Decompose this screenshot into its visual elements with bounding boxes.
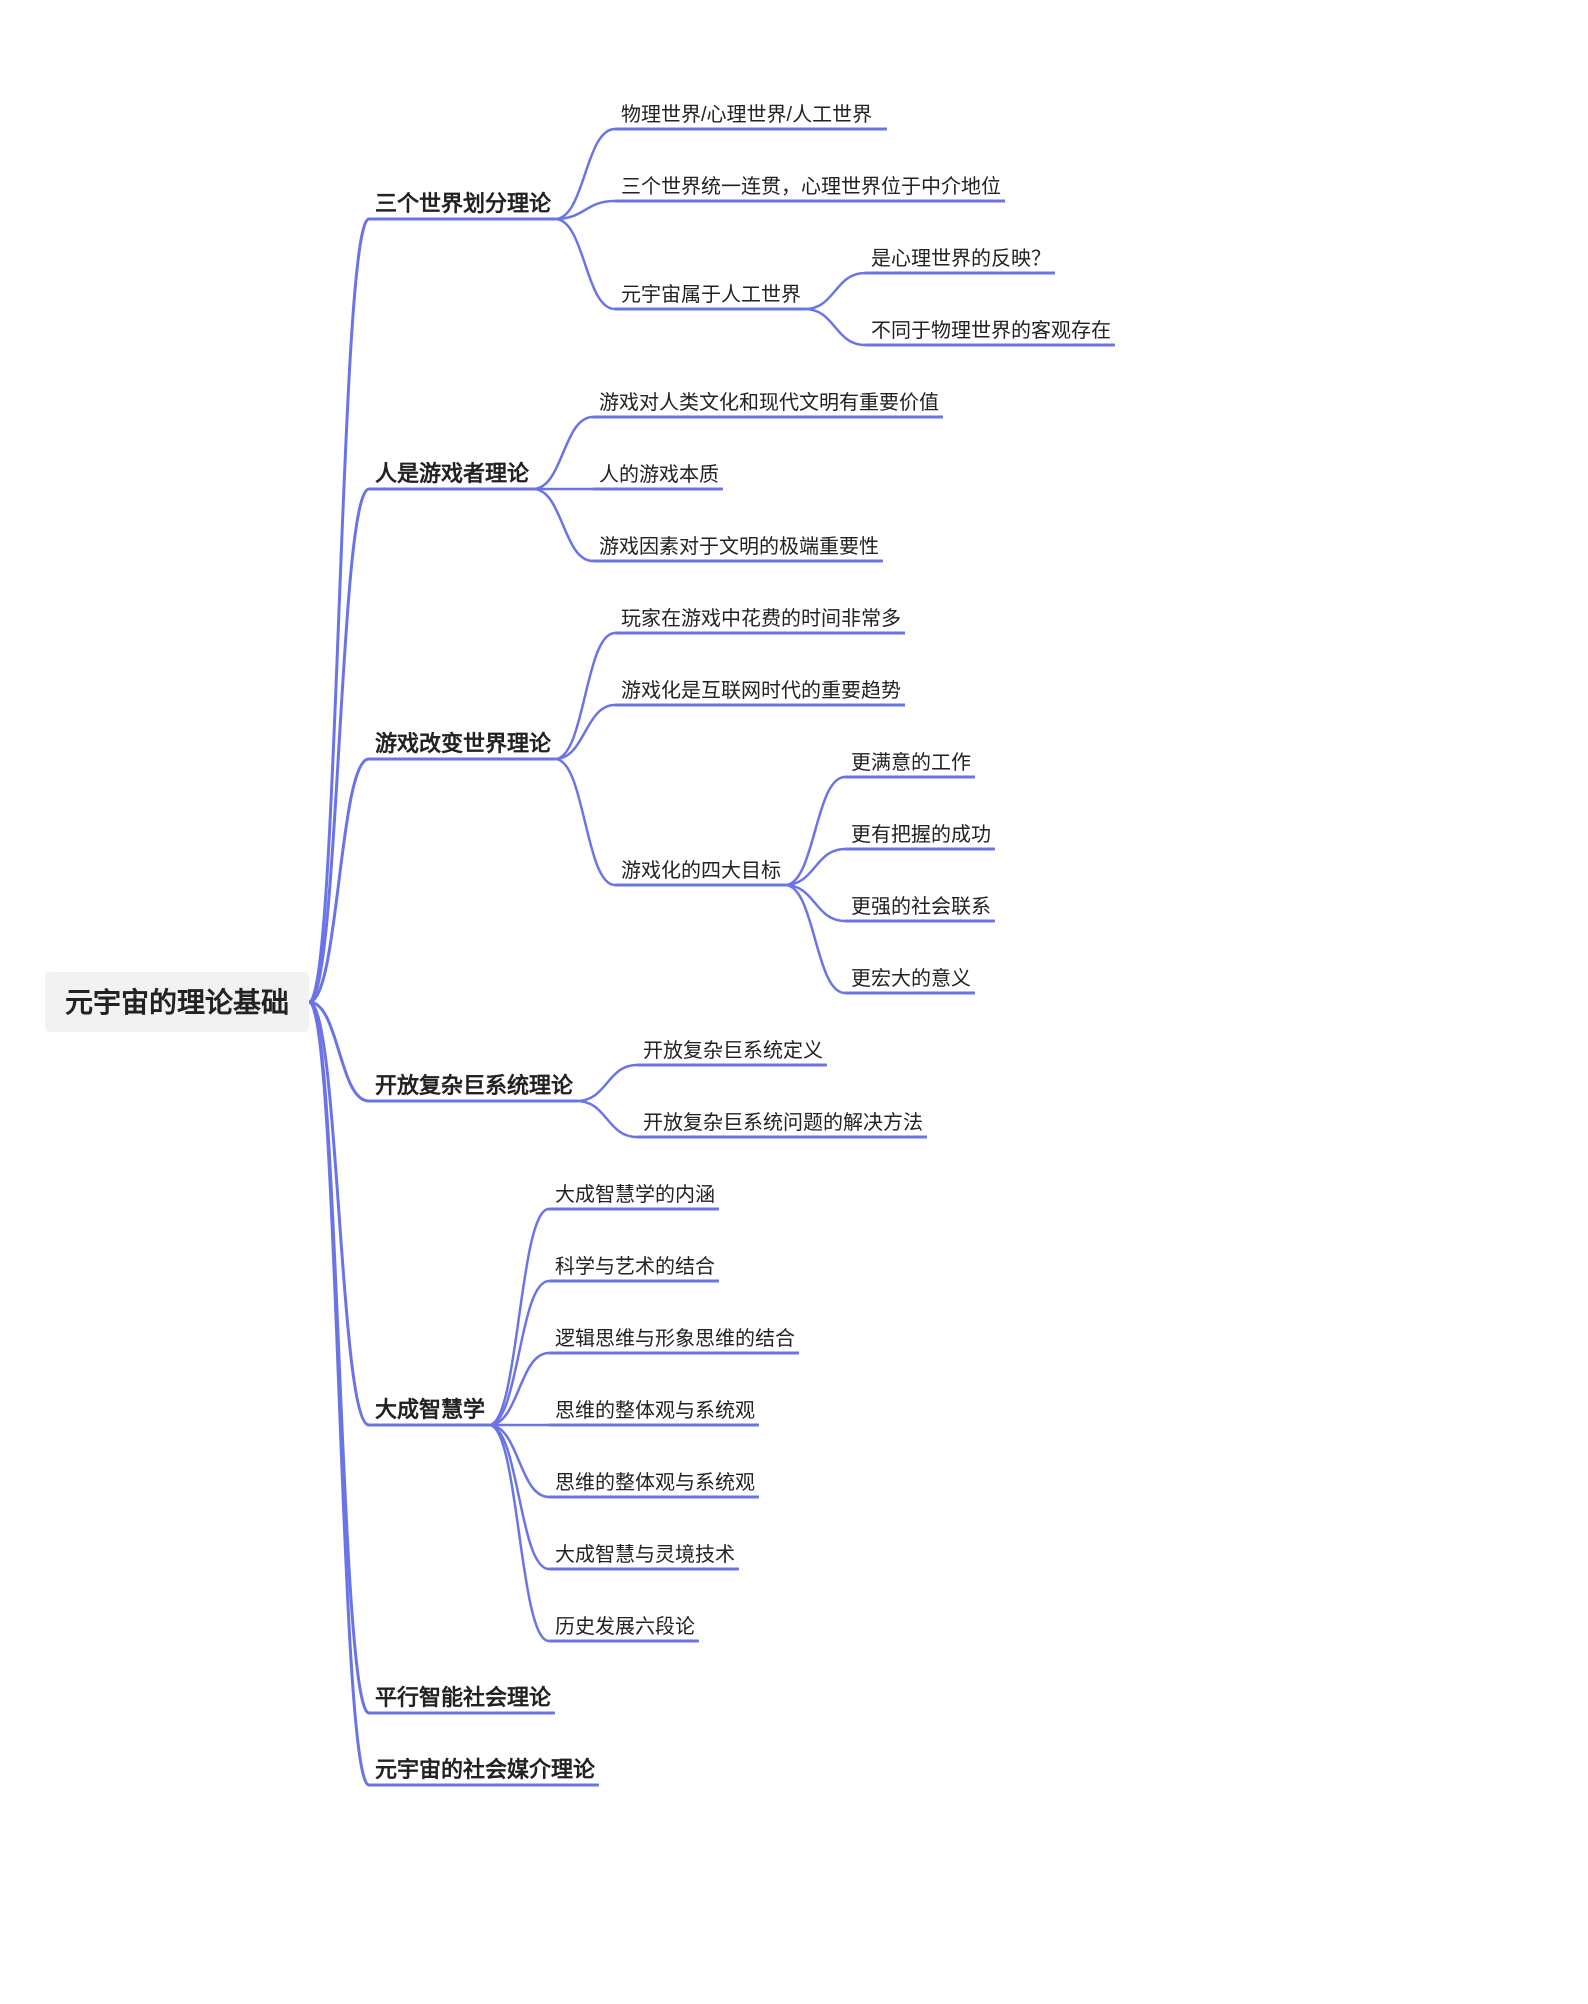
branch-label: 三个世界划分理论 bbox=[375, 191, 552, 216]
leaf-label: 更满意的工作 bbox=[851, 751, 971, 774]
leaf-label: 不同于物理世界的客观存在 bbox=[871, 319, 1111, 342]
leaf-label: 游戏化的四大目标 bbox=[621, 859, 781, 882]
leaf-label: 思维的整体观与系统观 bbox=[555, 1471, 755, 1494]
branch-label: 游戏改变世界理论 bbox=[375, 731, 552, 756]
leaf-label: 思维的整体观与系统观 bbox=[555, 1399, 755, 1422]
leaf-label: 逻辑思维与形象思维的结合 bbox=[555, 1327, 795, 1350]
branch-label: 人是游戏者理论 bbox=[375, 461, 530, 486]
leaf-label: 大成智慧学的内涵 bbox=[555, 1183, 715, 1206]
branch-label: 平行智能社会理论 bbox=[375, 1685, 552, 1710]
leaf-label: 开放复杂巨系统问题的解决方法 bbox=[643, 1111, 923, 1134]
leaf-label: 更强的社会联系 bbox=[851, 895, 991, 918]
leaf-label: 历史发展六段论 bbox=[555, 1615, 695, 1638]
leaf-label: 游戏因素对于文明的极端重要性 bbox=[599, 535, 879, 558]
root-label: 元宇宙的理论基础 bbox=[65, 986, 289, 1018]
leaf-label: 玩家在游戏中花费的时间非常多 bbox=[621, 607, 901, 630]
leaf-label: 元宇宙属于人工世界 bbox=[621, 283, 801, 306]
leaf-label: 人的游戏本质 bbox=[599, 463, 719, 486]
leaf-label: 开放复杂巨系统定义 bbox=[643, 1039, 823, 1062]
leaf-label: 三个世界统一连贯，心理世界位于中介地位 bbox=[621, 175, 1001, 198]
leaf-label: 是心理世界的反映？ bbox=[871, 247, 1051, 270]
leaf-label: 大成智慧与灵境技术 bbox=[555, 1543, 735, 1566]
mindmap-canvas: 元宇宙的理论基础 三个世界划分理论 物理世界/心理世界/人工世界三个世界统一连贯，心… bbox=[0, 0, 1588, 2004]
leaf-label: 科学与艺术的结合 bbox=[555, 1255, 715, 1278]
branch-label: 大成智慧学 bbox=[375, 1397, 485, 1422]
branch-label: 开放复杂巨系统理论 bbox=[375, 1073, 574, 1098]
leaf-label: 更宏大的意义 bbox=[851, 967, 971, 990]
leaf-label: 更有把握的成功 bbox=[851, 823, 991, 846]
branch-label: 元宇宙的社会媒介理论 bbox=[375, 1757, 596, 1782]
leaf-label: 物理世界/心理世界/人工世界 bbox=[621, 103, 872, 126]
leaf-label: 游戏对人类文化和现代文明有重要价值 bbox=[599, 391, 939, 414]
leaf-label: 游戏化是互联网时代的重要趋势 bbox=[621, 679, 901, 702]
